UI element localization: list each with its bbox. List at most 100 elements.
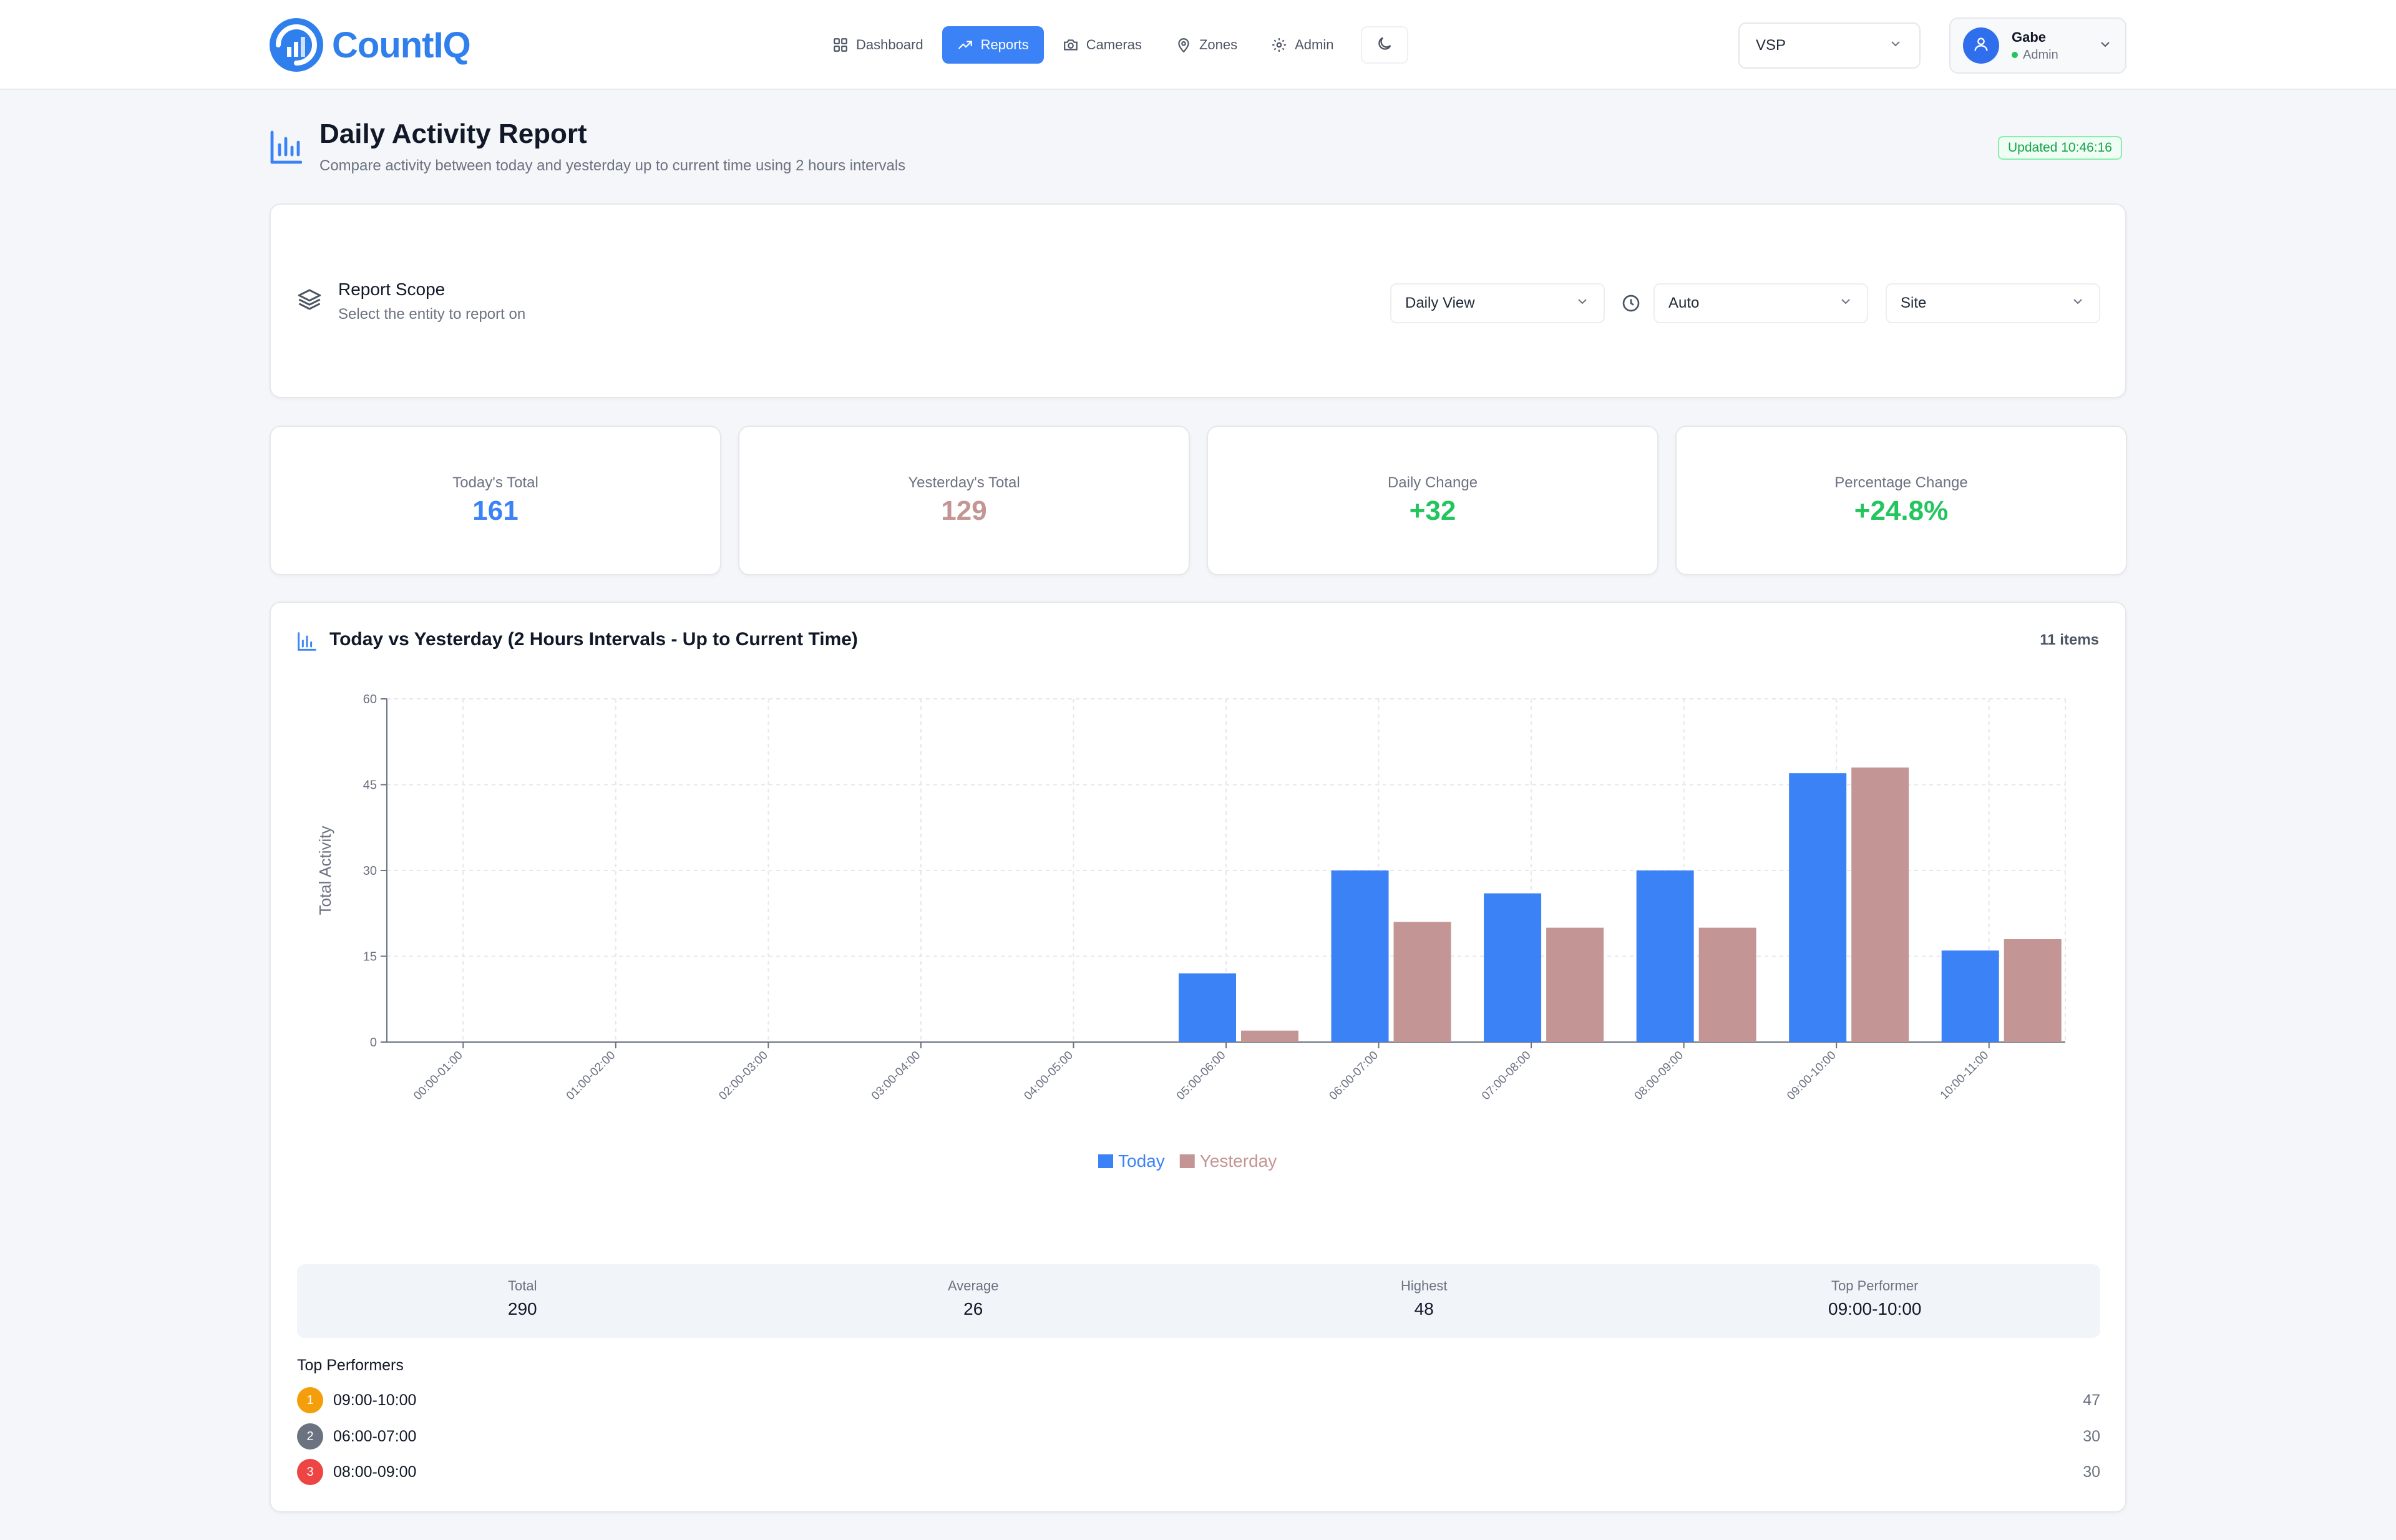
bar-yesterday [2004,939,2062,1042]
bar-yesterday [1393,922,1451,1042]
time-select[interactable]: Auto [1653,283,1868,323]
bar-today [1636,870,1694,1042]
rank-badge: 3 [297,1459,323,1485]
view-select[interactable]: Daily View [1390,283,1605,323]
chevron-down-icon [1838,294,1853,313]
top-performer-name: 06:00-07:00 [333,1427,417,1445]
x-tick-label: 00:00-01:00 [411,1049,465,1103]
items-count: 11 items [2040,631,2099,648]
stat-card-today-total: Today's Total 161 [270,426,721,575]
trending-up-icon [957,37,973,53]
x-tick-label: 09:00-10:00 [1785,1049,1839,1103]
summary-label: Average [947,1278,999,1294]
nav-dashboard[interactable]: Dashboard [817,26,938,64]
chevron-down-icon [2070,294,2085,313]
x-tick-label: 06:00-07:00 [1327,1049,1381,1103]
nav-admin[interactable]: Admin [1256,26,1348,64]
nav-admin-label: Admin [1295,37,1334,52]
stat-value: +24.8% [1854,495,1949,526]
x-tick-label: 05:00-06:00 [1174,1049,1229,1103]
bar-yesterday [1851,768,1909,1042]
chevron-down-icon [1575,294,1590,313]
stat-value: 129 [941,495,987,526]
summary-value: 290 [507,1299,537,1318]
summary-value: 09:00-10:00 [1828,1299,1922,1318]
bar-yesterday [1698,927,1756,1042]
x-tick-label: 08:00-09:00 [1632,1049,1687,1103]
user-name: Gabe [2012,29,2047,45]
summary-label: Highest [1400,1278,1448,1294]
logo[interactable]: CountIQ [270,17,471,72]
nav-zones[interactable]: Zones [1161,26,1252,64]
x-tick-label: 07:00-08:00 [1479,1049,1534,1103]
stat-label: Today's Total [452,474,538,491]
stat-label: Yesterday's Total [908,474,1020,491]
logo-icon [270,18,323,72]
legend-label-today: Today [1118,1151,1165,1171]
summary-label: Total [508,1278,537,1294]
updated-badge: Updated 10:46:16 [1998,136,2122,160]
y-tick-label: 30 [363,864,377,878]
chart-card: Today vs Yesterday (2 Hours Intervals - … [270,602,2126,1513]
online-status-dot [2012,52,2018,58]
summary-total: Total 290 [297,1264,748,1338]
top-performer-value: 47 [2083,1391,2100,1409]
top-performer-row: 1 09:00-10:00 47 [297,1386,2100,1414]
time-select-value: Auto [1668,295,1700,311]
summary-label: Top Performer [1831,1278,1919,1294]
top-performer-value: 30 [2083,1427,2100,1445]
camera-icon [1063,37,1079,53]
chevron-down-icon [1888,36,1903,56]
user-menu[interactable]: Gabe Admin [1949,17,2126,74]
gear-icon [1271,37,1287,53]
x-tick-label: 04:00-05:00 [1021,1049,1076,1103]
bar-today [1484,893,1542,1042]
summary-average: Average 26 [748,1264,1199,1338]
entity-select[interactable]: Site [1886,283,2100,323]
app-name: CountIQ [332,24,471,66]
page-title: Daily Activity Report [319,119,587,149]
legend-swatch-yesterday [1179,1154,1195,1168]
chevron-down-icon [2098,37,2113,55]
bar-chart-icon [297,631,317,655]
y-tick-label: 15 [363,950,377,964]
nav-reports[interactable]: Reports [942,26,1044,64]
grid-icon [832,37,849,53]
top-performer-row: 3 08:00-09:00 30 [297,1458,2100,1486]
y-axis-label: Total Activity [316,826,334,915]
report-scope-card: Report Scope Select the entity to report… [270,203,2126,398]
summary-value: 48 [1414,1299,1434,1318]
y-tick-label: 60 [363,693,377,706]
layers-icon [297,287,322,315]
site-select[interactable]: VSP [1738,22,1921,69]
summary-top-performer: Top Performer 09:00-10:00 [1650,1264,2101,1338]
stat-value: 161 [472,495,519,526]
stat-card-yesterday-total: Yesterday's Total 129 [738,426,1190,575]
user-role-label: Admin [2023,47,2058,62]
top-performers-title: Top Performers [297,1357,404,1374]
top-performer-row: 2 06:00-07:00 30 [297,1423,2100,1450]
summary-value: 26 [963,1299,983,1318]
nav-dashboard-label: Dashboard [856,37,923,52]
bar-chart-icon [270,130,303,168]
rank-badge: 1 [297,1387,323,1413]
bar-today [1179,973,1236,1042]
avatar [1963,27,1999,64]
theme-toggle-button[interactable] [1361,26,1409,64]
nav-cameras[interactable]: Cameras [1048,26,1157,64]
map-pin-icon [1176,37,1192,53]
x-tick-label: 02:00-03:00 [716,1049,771,1103]
report-scope-subtitle: Select the entity to report on [338,306,526,323]
site-select-value: VSP [1756,37,1786,54]
report-scope-title: Report Scope [338,280,446,299]
main-nav: Dashboard Reports Cameras Zones Admin [817,26,1409,64]
bar-today [1789,773,1847,1042]
user-role: Admin [2012,48,2058,62]
bar-yesterday [1546,927,1604,1042]
top-bar: CountIQ Dashboard Reports Cameras Zones [0,0,2396,90]
nav-reports-label: Reports [980,37,1029,52]
stat-label: Daily Change [1387,474,1478,491]
x-tick-label: 01:00-02:00 [564,1049,618,1103]
page-subtitle: Compare activity between today and yeste… [319,157,906,174]
moon-icon [1376,35,1393,56]
